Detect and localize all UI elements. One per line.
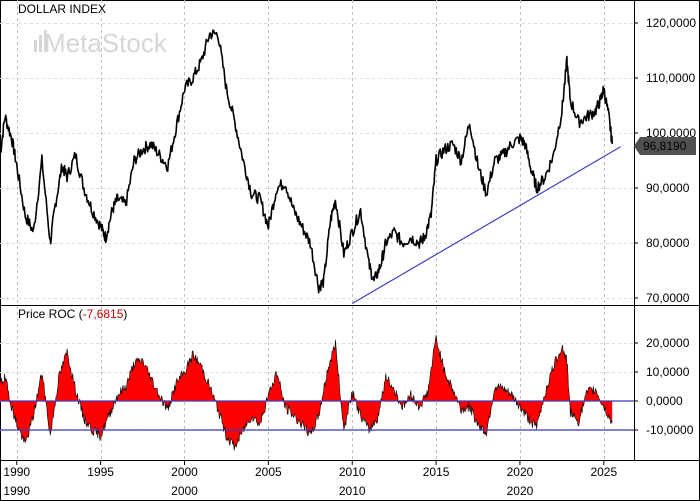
roc-ytick-label-0,0000: 0,0000 xyxy=(646,394,683,408)
roc-title-paren-close: ) xyxy=(123,307,127,321)
price-ytick-label-110,0000: 110,0000 xyxy=(646,71,695,85)
roc-ytick-label-20,0000: 20,0000 xyxy=(646,336,690,350)
roc-panel-title: Price ROC (-7,6815) xyxy=(18,307,127,321)
price-ytick-label-80,0000: 80,0000 xyxy=(646,236,690,250)
roc-title-paren-open: ( xyxy=(75,307,82,321)
watermark-logo-icon xyxy=(34,30,47,52)
x-axis: 1990 1995 2000 2005 2010 2015 2020 2025 1990 2000… xyxy=(3,460,617,498)
x-tick-label-2025: 2025 xyxy=(590,465,617,479)
roc-series xyxy=(0,335,613,451)
price-ytick-label-120,0000: 120,0000 xyxy=(646,16,696,30)
x-major-label-2020: 2020 xyxy=(507,484,534,498)
trendline-layer xyxy=(351,146,621,305)
x-tick-label-2010: 2010 xyxy=(339,465,366,479)
x-tick-label-1990: 1990 xyxy=(3,465,30,479)
x-major-label-1990: 1990 xyxy=(3,484,30,498)
watermark-text: MetaStock xyxy=(44,28,168,58)
price-ytick-label-90,0000: 90,0000 xyxy=(646,181,690,195)
roc-gridlines xyxy=(0,306,634,460)
roc-outline xyxy=(0,335,613,451)
roc-title-text: Price ROC xyxy=(18,307,76,321)
x-tick-label-2015: 2015 xyxy=(423,465,450,479)
last-value-box xyxy=(634,137,696,155)
price-ytick-label-100,0000: 100,0000 xyxy=(646,126,696,140)
x-tick-label-2020: 2020 xyxy=(507,465,534,479)
price-ytick-label-70,0000: 70,0000 xyxy=(646,291,690,305)
x-tick-label-1995: 1995 xyxy=(87,465,114,479)
roc-area xyxy=(0,335,613,451)
watermark: MetaStock xyxy=(34,28,168,58)
x-major-label-2010: 2010 xyxy=(339,484,366,498)
price-panel-title: DOLLAR INDEX xyxy=(18,2,106,16)
roc-y-axis: -10,0000 0,0000 10,0000 20,0000 xyxy=(634,336,694,437)
x-tick-label-2005: 2005 xyxy=(255,465,282,479)
trendline xyxy=(351,146,621,305)
last-value-label: 96,8190 xyxy=(634,137,696,155)
price-line xyxy=(0,29,613,294)
roc-reference-lines xyxy=(0,400,634,431)
last-value-text: 96,8190 xyxy=(643,139,687,153)
x-tick-label-2000: 2000 xyxy=(171,465,198,479)
roc-ytick-label--10,0000: -10,0000 xyxy=(646,423,694,437)
roc-last-value: -7,6815 xyxy=(83,307,124,321)
price-series xyxy=(0,29,613,294)
roc-ytick-label-10,0000: 10,0000 xyxy=(646,365,690,379)
price-y-axis: 70,0000 80,0000 90,0000 100,0000 110,0000 120… xyxy=(634,16,696,305)
x-major-label-2000: 2000 xyxy=(171,484,198,498)
